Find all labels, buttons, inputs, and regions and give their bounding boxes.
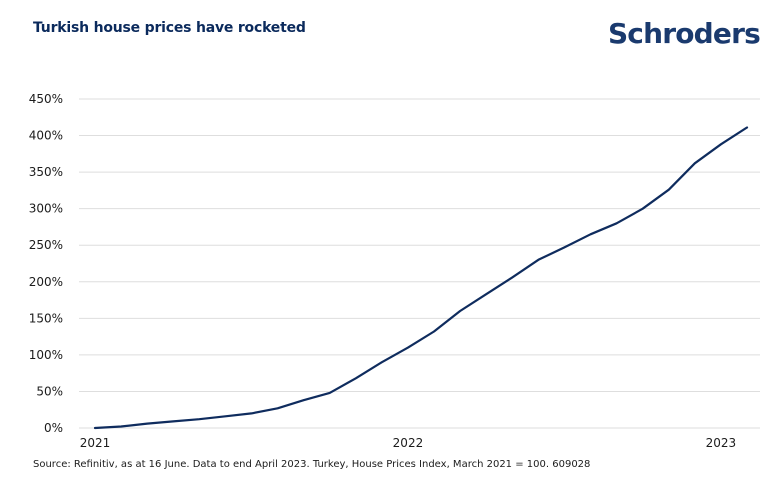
y-tick-label: 0% — [44, 421, 63, 435]
grid-lines — [79, 98, 760, 429]
y-tick-label: 450% — [29, 92, 63, 106]
y-tick-label: 350% — [29, 165, 63, 179]
x-tick-label: 2021 — [80, 436, 111, 450]
y-tick-label: 100% — [29, 348, 63, 362]
y-axis-labels: 0% 50% 100% 150% 200% 250% 300% 350% 400% 450% — [29, 92, 63, 435]
series-layer — [93, 126, 749, 430]
series-line — [93, 126, 749, 430]
brand-logo: Schroders — [607, 17, 761, 50]
y-tick-label: 250% — [29, 238, 63, 252]
x-tick-label: 2022 — [393, 436, 424, 450]
chart-title: Turkish house prices have rocketed — [33, 20, 306, 36]
source-note: Source: Refinitiv, as at 16 June. Data t… — [33, 459, 591, 470]
x-tick-label: 2023 — [706, 436, 737, 450]
x-axis-labels: 2021 2022 2023 — [80, 436, 736, 450]
y-tick-label: 400% — [29, 129, 63, 143]
y-tick-label: 300% — [29, 202, 63, 216]
y-tick-label: 50% — [36, 384, 63, 398]
y-tick-label: 200% — [29, 275, 63, 289]
y-tick-label: 150% — [29, 311, 63, 325]
